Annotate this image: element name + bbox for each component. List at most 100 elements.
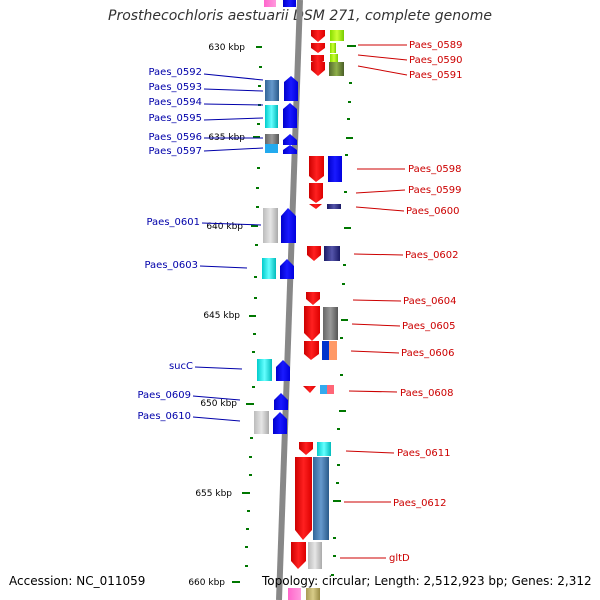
label-leader-line [352,299,402,302]
homolog-bar [257,359,272,381]
forward-strand-features [254,76,298,434]
topology-text: Topology: circular; Length: 2,512,923 bp… [262,574,592,588]
label-leader-line [357,54,408,61]
label-leader-line [348,390,398,393]
gene-label: Paes_0609 [137,390,191,401]
cds-arrow-forward [276,360,290,381]
cds-arrow-forward [283,103,297,128]
gene-label: Paes_0605 [402,321,456,332]
homolog-bar [265,105,278,128]
homolog-bar [265,80,279,101]
label-leader-line [203,117,264,121]
homolog-bar [308,542,322,569]
gene-label: Paes_0612 [393,498,447,509]
cds-arrow-reverse [291,542,306,569]
gene-label: gltD [389,553,410,564]
feature-partial-top [264,0,276,7]
scale-label: 650 kbp [200,399,237,409]
gene-label: Paes_0590 [409,55,463,66]
left-tick-marks [232,46,262,583]
scale-label: 655 kbp [195,489,232,499]
homolog-bar [320,385,327,394]
label-leader-line [350,350,400,354]
gene-label: Paes_0593 [148,82,202,93]
gene-label: Paes_0602 [405,250,459,261]
cds-arrow-forward [284,76,298,101]
label-leader-line [192,416,241,422]
gene-label: Paes_0606 [401,348,455,359]
cds-arrow-reverse [311,55,324,64]
label-leader-line [203,103,264,106]
homolog-bar [330,54,338,64]
cds-arrow-reverse [307,246,321,261]
label-leader-line [194,366,243,370]
cds-arrow-forward [283,145,297,154]
cds-arrow-forward [281,208,296,243]
gene-label: Paes_0603 [144,260,198,271]
homolog-bar [263,208,278,243]
scale-label: 645 kbp [203,311,240,321]
cds-arrow-reverse [306,292,320,305]
gene-label: Paes_0598 [408,164,462,175]
label-leader-line [201,222,262,226]
cds-arrow-reverse [299,442,313,455]
accession-text: Accession: NC_011059 [9,574,146,588]
cds-arrow-forward [274,393,288,410]
gene-label: Paes_0611 [397,448,451,459]
gene-label: Paes_0596 [148,132,202,143]
gene-label: Paes_0600 [406,206,460,217]
homolog-bar [322,341,329,360]
cds-arrow-reverse [303,386,316,393]
cds-arrow-reverse [309,183,323,203]
label-leader-line [203,147,264,152]
gene-label: Paes_0610 [137,411,191,422]
homolog-bar [327,385,334,394]
gene-label: Paes_0597 [148,146,202,157]
cds-arrow-forward [280,259,294,279]
homolog-bar [329,341,337,360]
cds-arrow-reverse [309,156,324,182]
gene-label: Paes_0604 [403,296,457,307]
label-leader-line [353,253,404,256]
reverse-strand-features [288,30,344,600]
homolog-bar [330,43,336,53]
homolog-bar [328,156,342,182]
scale-labels: 630 kbp 635 kbp 640 kbp 645 kbp 650 kbp … [188,43,245,588]
homolog-bar [330,30,344,41]
label-leader-line [199,265,248,269]
gene-label: Paes_0589 [409,40,463,51]
gene-label: Paes_0591 [409,70,463,81]
reverse-gene-labels: Paes_0589 Paes_0590 Paes_0591 Paes_0598 … [340,40,463,564]
homolog-bar [324,246,340,261]
cds-arrow-forward [283,134,297,145]
cds-arrow-reverse [311,62,325,76]
homolog-bar [317,442,331,456]
forward-gene-labels: Paes_0592 Paes_0593 Paes_0594 Paes_0595 … [137,67,264,422]
label-leader-line [203,73,264,81]
homolog-bar [329,62,344,76]
cds-arrow-reverse [295,457,312,540]
gene-label: Paes_0594 [148,97,202,108]
scale-label: 640 kbp [206,222,243,232]
scale-label: 630 kbp [208,43,245,53]
label-leader-line [345,450,395,454]
gene-label: Paes_0595 [148,113,202,124]
label-leader-line [355,206,405,212]
homolog-bar [262,258,276,279]
gene-label: Paes_0608 [400,388,454,399]
gene-label: sucC [169,361,193,372]
gene-label: Paes_0599 [408,185,462,196]
homolog-bar [306,588,320,600]
scale-label: 660 kbp [188,578,225,588]
homolog-bar [265,134,279,144]
homolog-bar [254,411,269,434]
cds-arrow-reverse [311,43,325,53]
cds-arrow-reverse [304,341,319,360]
cds-arrow-forward [273,412,287,434]
feature-partial-top [283,0,296,7]
label-leader-line [355,189,406,194]
gene-label: Paes_0601 [146,217,200,228]
cds-arrow-reverse [304,306,320,341]
label-leader-line [192,395,241,401]
